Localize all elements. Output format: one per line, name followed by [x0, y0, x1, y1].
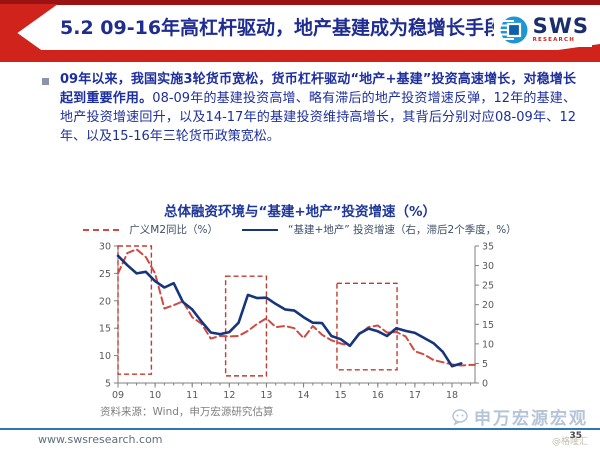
svg-text:15: 15	[482, 320, 494, 331]
series-line-1	[116, 254, 463, 368]
svg-text:30: 30	[99, 242, 111, 253]
svg-text:0: 0	[482, 379, 488, 390]
svg-text:12: 12	[223, 390, 235, 401]
svg-text:15: 15	[99, 324, 111, 335]
website-url-link[interactable]: www.swsresearch.com	[38, 433, 163, 446]
svg-text:15: 15	[335, 390, 347, 401]
svg-text:25: 25	[99, 269, 111, 280]
gelonghui-watermark: @格隆汇	[551, 437, 588, 447]
svg-text:09: 09	[112, 390, 124, 401]
top-red-strip	[0, 0, 600, 5]
svg-text:5: 5	[482, 359, 488, 370]
page-number: 35	[569, 431, 582, 441]
svg-text:16: 16	[372, 390, 384, 401]
svg-text:11: 11	[186, 390, 198, 401]
svg-text:10: 10	[482, 339, 494, 350]
body-paragraph: 09年以来，我国实施3轮货币宽松，货币杠杆驱动“地产+基建”投资高速增长，对稳增…	[60, 70, 576, 146]
chart-plot: 5 10 15 20 25 30 0 5 10 15 20 25 30 35 09 10 11 12 13 14 15 1…	[99, 242, 494, 401]
svg-text:17: 17	[409, 390, 421, 401]
chart-legend: 广义M2同比（%） “基建+地产” 投资增速（右，滞后2个季度，%）	[0, 222, 600, 237]
logo-sws-text: SWS	[532, 14, 589, 39]
svg-text:14: 14	[298, 390, 310, 401]
svg-text:10: 10	[99, 351, 111, 362]
svg-text:18: 18	[446, 390, 458, 401]
body-paragraph-rest: 08-09年的基建投资高增、略有滞后的地产投资增速反弹，12年的基建、地产投资增…	[60, 91, 576, 144]
svg-text:10: 10	[149, 390, 161, 401]
watermark-text: 申万宏源宏观	[474, 409, 588, 429]
legend-solid-line-sample	[242, 228, 279, 231]
footer-divider-line	[0, 428, 600, 430]
svg-text:13: 13	[260, 390, 272, 401]
series-line-0	[117, 248, 476, 367]
svg-text:20: 20	[482, 300, 494, 311]
logo-research-text: RESEARCH	[532, 37, 576, 44]
chart-title: 总体融资环境与“基建+地产”投资增速（%）	[163, 204, 437, 220]
bullet-square-icon	[42, 78, 49, 85]
sws-logo: SWS RESEARCH	[493, 13, 592, 47]
body-paragraph-bold: 09年以来，我国实施3轮货币宽松，货币杠杆驱动“地产+基建”投资高速增长，对稳增…	[60, 72, 576, 106]
svg-text:25: 25	[482, 281, 494, 292]
chat-bubble-icon	[452, 408, 468, 425]
legend-label-investment: “基建+地产” 投资增速（右，滞后2个季度，%）	[288, 224, 517, 236]
page-title: 5.2 09-16年高杠杆驱动，地产基建成为稳增长手段	[60, 17, 504, 39]
wechat-watermark: 申万宏源宏观	[452, 404, 588, 429]
chart-axes: 5 10 15 20 25 30 0 5 10 15 20 25 30 35 09 10 11 12 13 14 15 1…	[99, 242, 494, 401]
svg-text:20: 20	[99, 296, 111, 307]
svg-text:5: 5	[105, 379, 111, 390]
chart-source-note: 资料来源：Wind，申万宏源研究估算	[100, 406, 274, 418]
sws-globe-icon	[496, 16, 528, 44]
legend-label-m2: 广义M2同比（%）	[129, 224, 219, 236]
svg-text:35: 35	[482, 242, 494, 253]
legend-dashed-line-sample	[83, 228, 120, 231]
svg-text:30: 30	[482, 261, 494, 272]
easing-highlight-boxes	[117, 245, 398, 377]
